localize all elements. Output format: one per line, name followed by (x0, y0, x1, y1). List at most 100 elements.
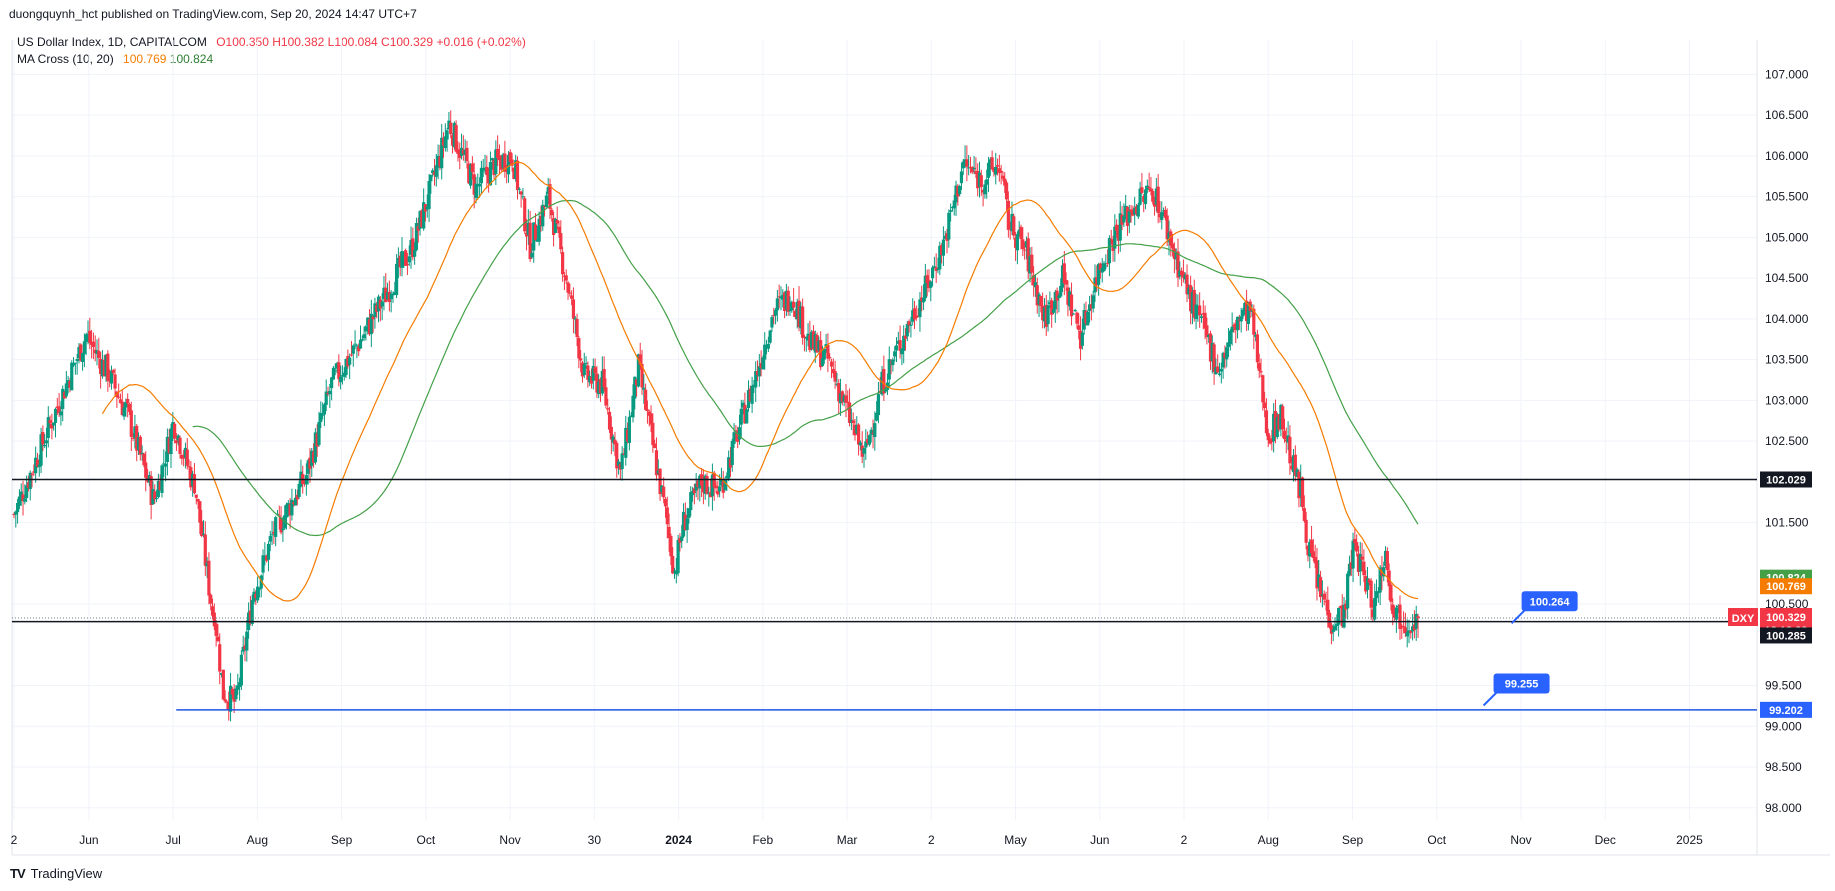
candle-up (483, 167, 487, 171)
candle-up (342, 372, 346, 377)
candle-down (826, 344, 830, 359)
candle-down (815, 335, 819, 353)
candle-down (277, 515, 281, 517)
candle-down (1392, 610, 1397, 618)
candle-up (1335, 623, 1339, 627)
candle-up (909, 324, 913, 326)
candle-up (891, 359, 895, 366)
candle-up (468, 164, 473, 186)
time-tick-label: Sep (331, 833, 353, 847)
symbol-title[interactable]: US Dollar Index, 1D, CAPITALCOM (17, 35, 207, 49)
candle-up (1133, 207, 1137, 215)
candle-up (501, 154, 505, 168)
candle-down (218, 644, 222, 672)
candle-down (748, 388, 752, 402)
candle-down (1403, 627, 1407, 634)
candle-down (1259, 371, 1263, 373)
indicator-title[interactable]: MA Cross (10, 20) (17, 52, 114, 66)
candle-down (524, 232, 529, 237)
candle-up (1295, 469, 1299, 477)
candle-up (163, 463, 168, 467)
candle-down (1169, 231, 1173, 246)
candle-down (1328, 612, 1332, 628)
candle-down (174, 440, 179, 444)
candle-up (290, 499, 294, 516)
candle-down (1050, 300, 1054, 315)
candle-up (205, 562, 209, 567)
candle-down (492, 159, 496, 176)
candle-up (636, 354, 641, 387)
candle-up (14, 511, 18, 515)
time-tick-label: Jun (1090, 833, 1109, 847)
candle-down (1313, 556, 1317, 564)
tradingview-brand[interactable]: TV TradingView (10, 866, 102, 881)
candle-up (100, 359, 105, 377)
candle-down (1257, 363, 1261, 371)
candle-down (1223, 352, 1227, 358)
candle-down (1019, 226, 1023, 240)
candle-up (1024, 240, 1029, 248)
candle-down (1409, 630, 1413, 633)
candle-up (1365, 578, 1370, 590)
price-tick-label: 106.000 (1765, 149, 1809, 163)
candle-up (627, 416, 631, 443)
candle-down (404, 250, 408, 266)
candle-up (324, 391, 328, 405)
candle-down (1013, 237, 1018, 248)
candle-up (82, 341, 86, 354)
candle-up (339, 376, 343, 383)
candle-down (1023, 249, 1027, 251)
candle-up (73, 362, 77, 364)
candle-up (183, 447, 188, 458)
candle-up (817, 340, 821, 351)
candle-up (1154, 188, 1158, 205)
candle-up (1308, 541, 1312, 557)
candle-down (57, 406, 61, 414)
candle-down (593, 367, 597, 374)
candle-down (512, 167, 516, 179)
candle-up (1358, 554, 1362, 572)
candle-up (1210, 343, 1214, 362)
candle-down (551, 218, 556, 235)
candle-down (856, 424, 861, 445)
candle-down (357, 346, 361, 352)
candle-down (1170, 243, 1175, 249)
candle-up (544, 195, 548, 208)
candle-down (665, 507, 669, 525)
candle-down (1369, 580, 1373, 608)
candle-up (320, 414, 325, 416)
candle-down (1147, 186, 1151, 188)
candle-down (1322, 593, 1326, 600)
candle-down (577, 338, 581, 359)
time-tick-label: 30 (588, 833, 602, 847)
candle-down (41, 432, 45, 445)
candle-up (804, 337, 808, 339)
level-100-badge-label: 100.285 (1766, 630, 1806, 642)
candle-down (671, 556, 675, 574)
candle-down (1189, 285, 1193, 312)
candle-up (165, 436, 169, 463)
candle-up (600, 370, 604, 394)
candle-down (1021, 239, 1025, 250)
candle-up (1190, 292, 1195, 314)
candle-up (306, 460, 310, 474)
candle-up (1091, 295, 1095, 309)
price-tick-label: 98.500 (1765, 760, 1802, 774)
candle-down (243, 645, 247, 650)
candle-down (127, 404, 132, 412)
candle-up (335, 363, 339, 369)
candle-down (1367, 579, 1371, 583)
candle-down (956, 185, 960, 197)
time-tick-label: May (1004, 833, 1027, 847)
candle-up (1071, 313, 1075, 315)
candle-up (1331, 629, 1335, 633)
candle-down (705, 476, 709, 494)
candle-up (1037, 294, 1041, 305)
candle-down (808, 335, 812, 351)
candle-up (690, 491, 695, 496)
candle-down (1288, 436, 1292, 464)
candle-up (219, 673, 224, 675)
candle-down (990, 157, 994, 170)
candle-down (663, 498, 668, 507)
